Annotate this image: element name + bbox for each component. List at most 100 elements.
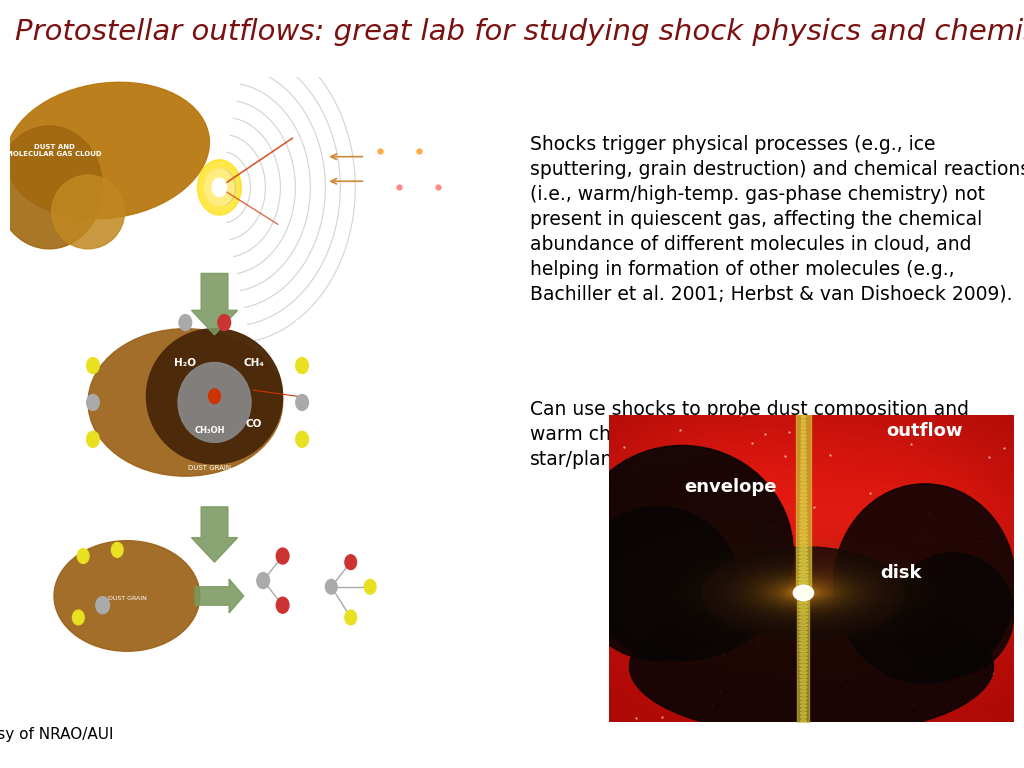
Point (216, 164, 232, 176)
Ellipse shape (178, 362, 251, 442)
Ellipse shape (800, 538, 808, 540)
Point (806, 501, 822, 513)
Ellipse shape (800, 675, 807, 677)
Ellipse shape (570, 445, 794, 660)
Ellipse shape (800, 683, 807, 685)
Point (636, 452, 652, 465)
FancyArrow shape (191, 507, 238, 562)
Point (151, 239, 167, 251)
Point (58, 625, 75, 637)
Point (346, 537, 362, 549)
Point (309, 394, 326, 406)
Point (144, 586, 161, 598)
Point (160, 257, 176, 270)
Point (143, 667, 160, 679)
Point (357, 120, 374, 132)
Point (98, 449, 115, 461)
Ellipse shape (800, 482, 807, 485)
Point (99, 623, 116, 635)
Ellipse shape (212, 178, 226, 197)
Point (481, 657, 498, 669)
Circle shape (209, 389, 220, 404)
Point (963, 650, 979, 663)
Ellipse shape (800, 657, 807, 659)
Ellipse shape (800, 490, 807, 492)
Point (409, 306, 425, 319)
Ellipse shape (799, 605, 808, 607)
Point (158, 295, 174, 307)
Point (290, 682, 306, 694)
Ellipse shape (801, 460, 806, 462)
Ellipse shape (802, 412, 806, 415)
Ellipse shape (801, 716, 807, 718)
Text: SHOCKED
MATERIAL: SHOCKED MATERIAL (209, 251, 240, 262)
Ellipse shape (799, 634, 808, 637)
Circle shape (296, 358, 308, 373)
Ellipse shape (801, 472, 807, 474)
Point (406, 123, 422, 135)
Ellipse shape (800, 497, 807, 499)
Point (772, 528, 788, 541)
Circle shape (87, 395, 99, 410)
Ellipse shape (800, 694, 807, 696)
Point (903, 438, 920, 450)
Point (113, 585, 129, 598)
Text: DUST AND
MOLECULAR GAS CLOUD: DUST AND MOLECULAR GAS CLOUD (6, 144, 101, 157)
Point (377, 371, 393, 383)
Point (90, 477, 106, 489)
Point (93, 657, 110, 670)
Point (69, 332, 85, 344)
Point (896, 620, 912, 632)
Ellipse shape (800, 515, 807, 518)
Point (240, 614, 256, 626)
Point (750, 636, 766, 648)
Point (179, 589, 196, 601)
Point (705, 698, 721, 710)
Point (906, 671, 923, 684)
Point (73, 676, 89, 688)
Point (464, 548, 480, 560)
Text: SILICATE CORE: SILICATE CORE (302, 394, 348, 399)
Point (55, 293, 72, 306)
Point (5, 162, 22, 174)
Point (459, 330, 475, 343)
Point (54, 196, 71, 208)
Point (12, 628, 29, 641)
Point (972, 584, 988, 597)
Point (10, 159, 27, 171)
Point (111, 637, 127, 649)
Ellipse shape (801, 438, 806, 441)
Point (474, 134, 490, 146)
Point (377, 110, 393, 122)
Circle shape (794, 585, 813, 601)
Point (91, 471, 108, 483)
Ellipse shape (799, 545, 808, 548)
Text: 1 MICRON: 1 MICRON (182, 502, 217, 508)
Ellipse shape (801, 431, 806, 433)
Point (370, 352, 386, 364)
Ellipse shape (799, 552, 808, 554)
Circle shape (73, 610, 84, 625)
Point (184, 475, 201, 488)
Point (423, 344, 439, 356)
Ellipse shape (801, 456, 806, 459)
Point (461, 171, 477, 184)
Point (244, 280, 260, 292)
Text: Shocks trigger physical processes (e.g., ice
sputtering, grain destruction) and : Shocks trigger physical processes (e.g.,… (530, 135, 1024, 304)
FancyArrow shape (191, 273, 238, 335)
Point (181, 383, 198, 396)
Ellipse shape (834, 484, 1016, 684)
Point (120, 660, 136, 672)
Point (888, 586, 904, 598)
Ellipse shape (801, 742, 806, 744)
Point (777, 449, 794, 462)
Point (125, 246, 141, 258)
Point (70, 634, 86, 646)
Point (46, 440, 62, 452)
Point (38, 257, 54, 270)
Point (14, 253, 31, 266)
Point (97, 670, 114, 683)
Ellipse shape (801, 442, 806, 444)
Text: ATOMS, MOLECULES: ATOMS, MOLECULES (65, 313, 82, 385)
Ellipse shape (799, 598, 808, 601)
